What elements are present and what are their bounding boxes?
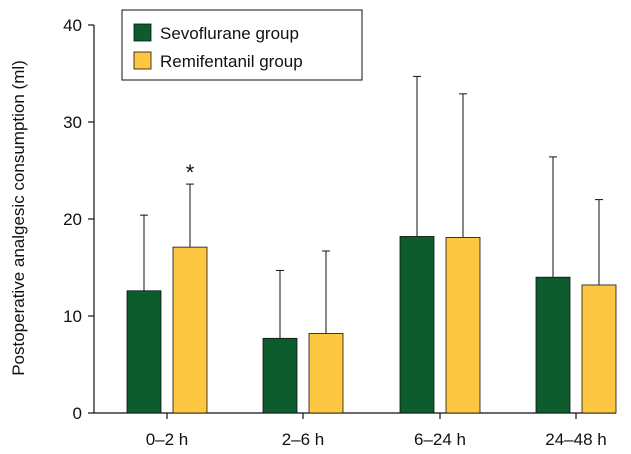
bar	[445, 237, 481, 414]
y-tick-label: 10	[63, 307, 82, 326]
annotations: *	[186, 160, 195, 185]
y-tick-label: 20	[63, 210, 82, 229]
error-bars	[140, 75, 603, 339]
legend-swatch	[133, 23, 152, 42]
bar	[399, 236, 435, 414]
legend-label: Sevoflurane group	[160, 24, 299, 43]
legend-label: Remifentanil group	[160, 52, 303, 71]
bar	[172, 246, 208, 414]
y-tick-label: 0	[73, 404, 82, 423]
x-tick-label: 6–24 h	[414, 430, 466, 449]
bar	[126, 290, 162, 414]
x-tick-label: 2–6 h	[282, 430, 325, 449]
significance-marker: *	[186, 160, 195, 185]
y-tick-label: 40	[63, 16, 82, 35]
legend-box	[121, 9, 363, 81]
bar	[262, 337, 298, 414]
x-tick-label: 24–48 h	[545, 430, 606, 449]
y-axis-title: Postoperative analgesic consumption (ml)	[9, 60, 28, 376]
y-tick-label: 30	[63, 113, 82, 132]
bars	[126, 236, 617, 414]
legend-swatch	[133, 51, 152, 70]
bar	[581, 284, 617, 414]
axes: 0 10 20 30 40 0–2 h 2–6 h 6–24 h 24–48 h	[63, 16, 616, 449]
legend: Sevoflurane group Remifentanil group	[121, 9, 363, 81]
x-tick-label: 0–2 h	[146, 430, 189, 449]
bar	[308, 333, 344, 414]
bar	[535, 276, 571, 414]
